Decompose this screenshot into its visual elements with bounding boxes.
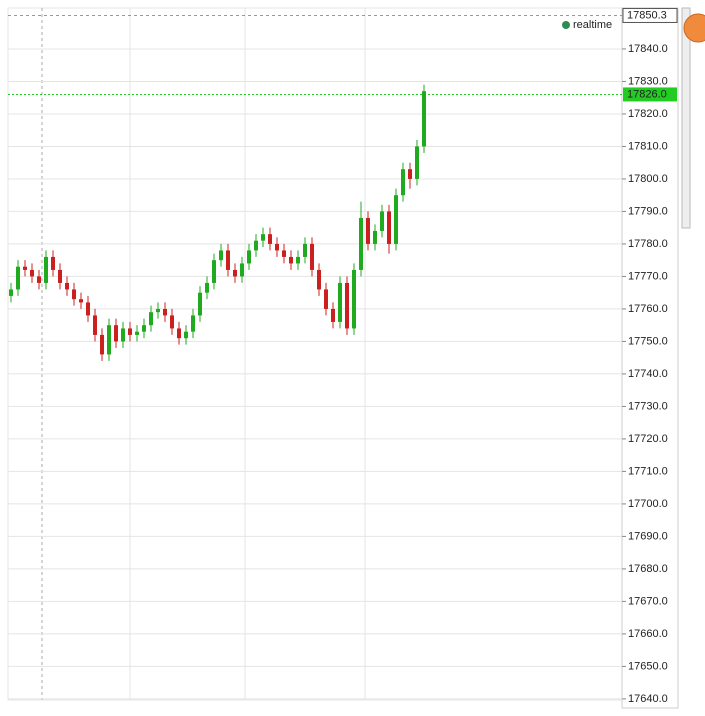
candle-body <box>380 211 384 231</box>
candle-body <box>345 282 349 329</box>
y-tick-label: 17770.0 <box>628 270 668 282</box>
candle-body <box>177 328 181 339</box>
candle-body <box>338 282 342 322</box>
candle-body <box>128 328 132 335</box>
high-label: 17850.3 <box>627 9 667 21</box>
candle-body <box>156 308 160 313</box>
y-tick-label: 17750.0 <box>628 335 668 347</box>
y-tick-label: 17810.0 <box>628 140 668 152</box>
candle-body <box>107 325 111 355</box>
candle-body <box>184 331 188 339</box>
candle-body <box>205 282 209 293</box>
last-price-box <box>623 87 677 102</box>
y-tick-label: 17650.0 <box>628 660 668 672</box>
y-tick-label: 17760.0 <box>628 303 668 315</box>
candle-body <box>226 250 230 270</box>
y-tick-label: 17730.0 <box>628 400 668 412</box>
candle-body <box>282 250 286 257</box>
candle-body <box>86 302 90 316</box>
candle-body <box>401 169 405 196</box>
y-tick-label: 17820.0 <box>628 108 668 120</box>
y-tick-label: 17690.0 <box>628 530 668 542</box>
y-tick-label: 17780.0 <box>628 238 668 250</box>
candle-body <box>394 195 398 244</box>
y-tick-label: 17670.0 <box>628 595 668 607</box>
high-label-box <box>622 7 678 23</box>
candle-body <box>51 256 55 270</box>
candle-body <box>240 263 244 277</box>
candle-body <box>352 269 356 329</box>
candle-body <box>408 169 412 179</box>
candle-body <box>100 334 104 355</box>
candle-body <box>254 240 258 251</box>
candle-body <box>275 243 279 251</box>
y-tick-label: 17680.0 <box>628 563 668 575</box>
candle-body <box>114 325 118 342</box>
candle-body <box>37 276 41 283</box>
candle-body <box>289 256 293 264</box>
candle-body <box>233 269 237 277</box>
candle-body <box>415 146 419 179</box>
candle-body <box>23 266 27 270</box>
y-tick-label: 17640.0 <box>628 693 668 705</box>
candle-body <box>30 269 34 277</box>
candle-body <box>303 243 307 257</box>
candle-body <box>163 308 167 316</box>
scrollbar[interactable] <box>681 7 691 229</box>
candle-body <box>212 260 216 283</box>
legend-marker <box>562 21 570 29</box>
candle-body <box>373 230 377 244</box>
candle-body <box>422 91 426 147</box>
candle-body <box>310 243 314 270</box>
candle-body <box>219 250 223 261</box>
last-price-label: 17826.0 <box>627 88 667 100</box>
candle-body <box>191 315 195 332</box>
y-tick-label: 17790.0 <box>628 205 668 217</box>
y-tick-label: 17800.0 <box>628 173 668 185</box>
candle-body <box>247 250 251 264</box>
candle-body <box>79 299 83 303</box>
menu-button[interactable] <box>683 13 705 43</box>
candle-body <box>121 328 125 342</box>
candle-body <box>366 217 370 244</box>
candle-body <box>261 234 265 241</box>
candle-body <box>198 292 202 316</box>
y-tick-label: 17740.0 <box>628 368 668 380</box>
candle-body <box>142 325 146 332</box>
candle-body <box>93 315 97 335</box>
price-axis <box>621 7 679 709</box>
candle-body <box>331 308 335 322</box>
candle-body <box>44 256 48 283</box>
candle-body <box>296 256 300 264</box>
y-tick-label: 17700.0 <box>628 498 668 510</box>
candle-body <box>317 269 321 290</box>
candle-body <box>135 331 139 335</box>
candle-body <box>9 289 13 296</box>
candle-body <box>268 234 272 244</box>
candle-body <box>72 289 76 300</box>
y-tick-label: 17660.0 <box>628 628 668 640</box>
y-tick-label: 17720.0 <box>628 433 668 445</box>
y-tick-label: 17840.0 <box>628 43 668 55</box>
candle-body <box>58 269 62 283</box>
candle-body <box>359 217 363 270</box>
legend-label: realtime <box>573 19 612 31</box>
y-tick-label: 17710.0 <box>628 465 668 477</box>
candle-body <box>170 315 174 329</box>
y-tick-label: 17830.0 <box>628 75 668 87</box>
candle-body <box>149 312 153 326</box>
candle-body <box>65 282 69 290</box>
candle-body <box>387 211 391 244</box>
candle-body <box>324 289 328 309</box>
candle-body <box>16 266 20 290</box>
